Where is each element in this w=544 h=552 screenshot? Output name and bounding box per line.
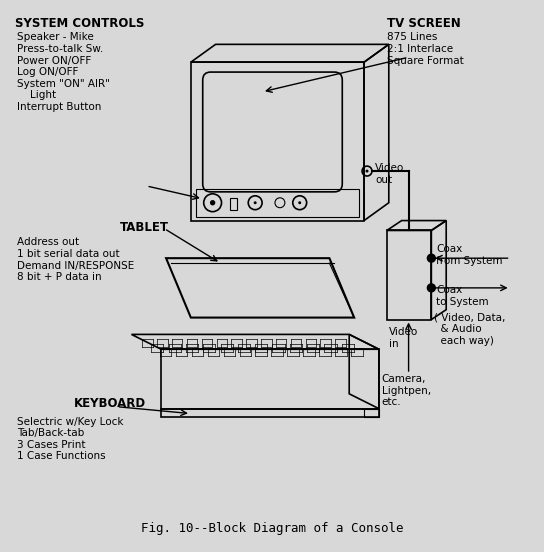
Text: Camera,
Lightpen,
etc.: Camera, Lightpen, etc. [382, 374, 431, 407]
Bar [231, 198, 237, 210]
Text: Coax
to System: Coax to System [436, 285, 489, 306]
Text: Video
out: Video out [375, 163, 404, 185]
Text: Address out
1 bit serial data out
Demand IN/RESPONSE
8 bit + P data in: Address out 1 bit serial data out Demand… [17, 237, 134, 282]
Text: ( Video, Data,
  & Audio
  each way): ( Video, Data, & Audio each way) [434, 312, 506, 346]
Text: SYSTEM CONTROLS: SYSTEM CONTROLS [15, 17, 144, 30]
Circle shape [428, 254, 435, 262]
Circle shape [428, 284, 435, 292]
Circle shape [211, 201, 214, 205]
Text: KEYBOARD: KEYBOARD [74, 397, 146, 410]
Text: Fig. 10--Block Diagram of a Console: Fig. 10--Block Diagram of a Console [141, 522, 403, 535]
Text: Coax
from System: Coax from System [436, 245, 503, 266]
Text: 875 Lines
2:1 Interlace
Square Format: 875 Lines 2:1 Interlace Square Format [387, 33, 463, 66]
Text: Video
in: Video in [389, 327, 418, 349]
Text: Selectric w/Key Lock
Tab/Back-tab
3 Cases Print
1 Case Functions: Selectric w/Key Lock Tab/Back-tab 3 Case… [17, 417, 123, 461]
Bar [364, 408, 379, 417]
Text: TABLET: TABLET [120, 221, 169, 233]
Circle shape [298, 201, 301, 204]
Bar [196, 189, 359, 216]
Text: TV SCREEN: TV SCREEN [387, 17, 461, 30]
Circle shape [254, 201, 257, 204]
Circle shape [366, 169, 368, 173]
Text: Speaker - Mike
Press-to-talk Sw.
Power ON/OFF
Log ON/OFF
System "ON" AIR"
    Li: Speaker - Mike Press-to-talk Sw. Power O… [17, 33, 109, 112]
